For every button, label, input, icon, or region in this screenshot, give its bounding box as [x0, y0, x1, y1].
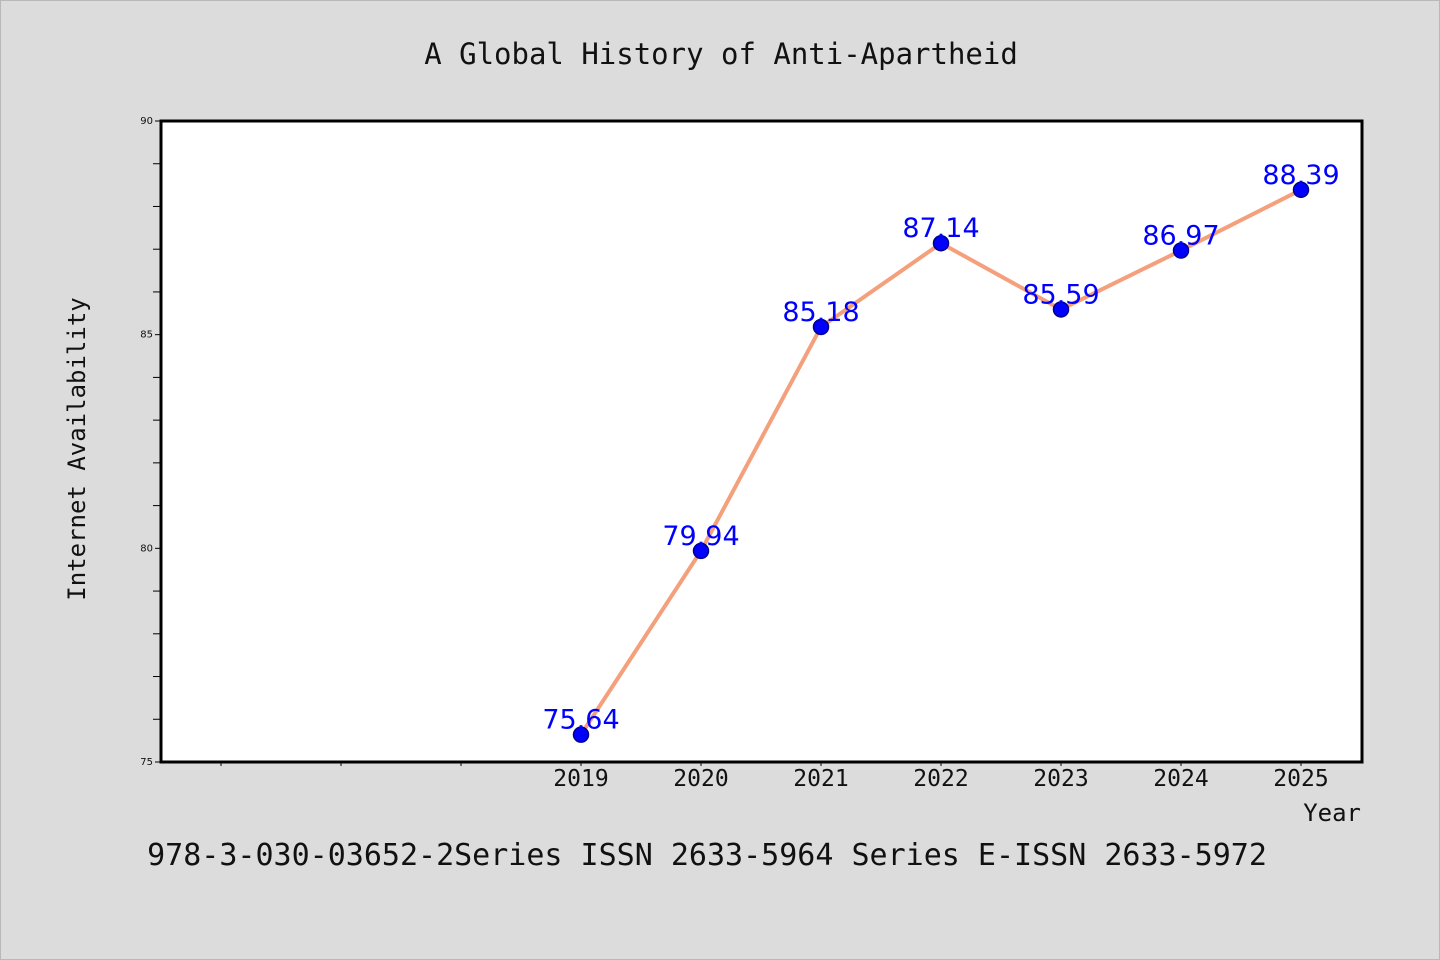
data-label: 88.39 — [1262, 160, 1339, 191]
x-tick-label: 2023 — [1033, 766, 1088, 792]
x-tick-label: 2019 — [553, 766, 608, 792]
x-tick-label: 2020 — [673, 766, 728, 792]
y-tick-label: 80 — [140, 543, 153, 554]
data-label: 87.14 — [902, 213, 979, 244]
data-point — [812, 318, 830, 336]
x-tick-label: 2025 — [1273, 766, 1328, 792]
footer-text: 978-3-030-03652-2Series ISSN 2633-5964 S… — [147, 838, 1267, 873]
data-label: 85.18 — [782, 297, 859, 328]
data-point — [572, 726, 590, 743]
data-point — [1172, 242, 1190, 259]
chart-title: A Global History of Anti-Apartheid — [424, 37, 1018, 71]
data-label: 86.97 — [1142, 220, 1219, 251]
data-label: 85.59 — [1022, 279, 1099, 310]
y-axis: 75 80 85 90 — [140, 116, 161, 768]
y-axis-label: Internet Availability — [63, 297, 91, 600]
x-tick-label: 2021 — [793, 766, 848, 792]
y-tick-label: 90 — [140, 116, 153, 127]
x-axis: 2019 2020 2021 2022 2023 2024 2025 — [220, 762, 1329, 792]
series-layer: 75.64 79.94 85.18 87.14 85.59 86.97 88.39 — [542, 160, 1340, 743]
y-tick-label: 75 — [140, 757, 153, 768]
data-label: 75.64 — [542, 705, 619, 736]
data-point — [1052, 301, 1070, 318]
x-tick-label: 2024 — [1153, 766, 1208, 792]
data-label: 79.94 — [662, 521, 739, 552]
y-tick-label: 85 — [140, 330, 153, 341]
data-point — [1292, 181, 1310, 199]
data-point — [692, 542, 710, 560]
x-axis-label: Year — [1303, 799, 1361, 827]
data-point — [932, 234, 950, 252]
x-tick-label: 2022 — [913, 766, 968, 792]
